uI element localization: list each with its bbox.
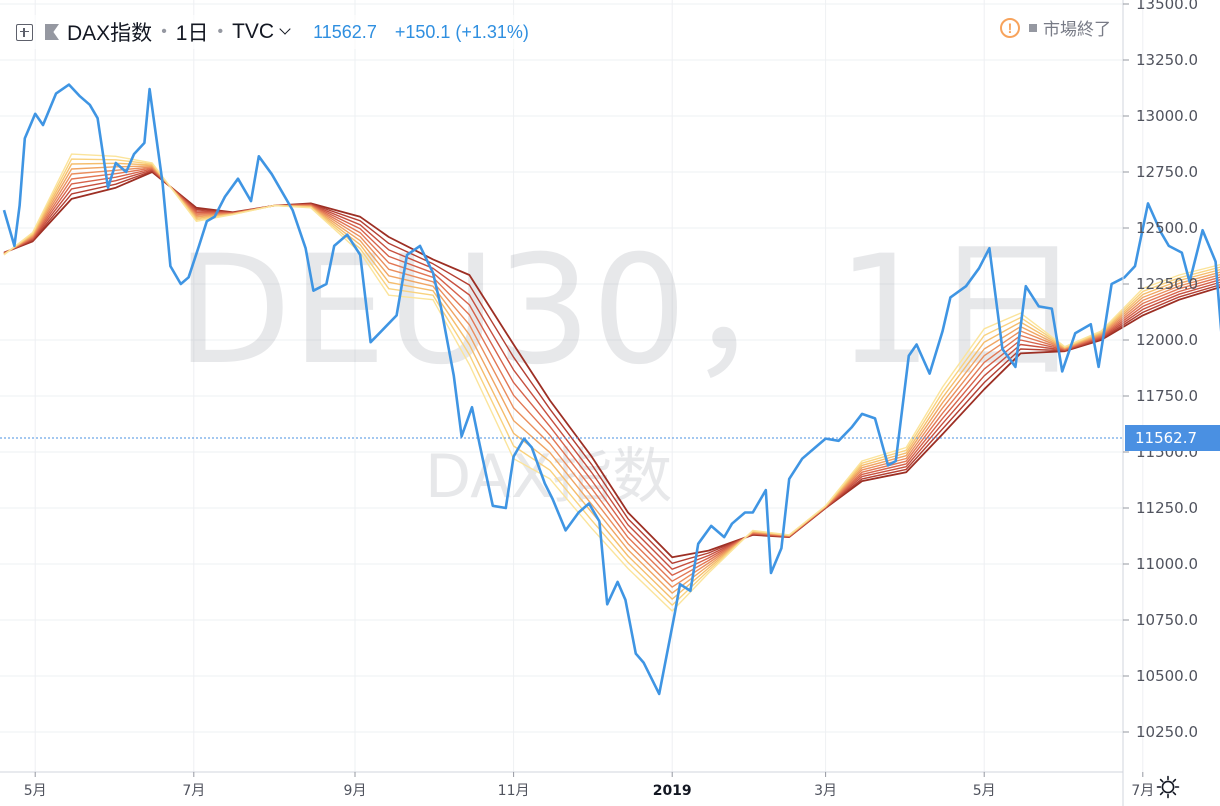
ribbon-line-10 bbox=[3, 171, 1220, 559]
chevron-down-icon[interactable] bbox=[279, 23, 291, 35]
ribbon-line-9 bbox=[3, 170, 1220, 564]
y-tick-label: 10500.0 bbox=[1136, 667, 1198, 685]
legend-source[interactable]: TVC bbox=[232, 20, 275, 43]
collapse-legend-icon[interactable] bbox=[16, 23, 33, 41]
legend-change: +150.1 (+1.31%) bbox=[394, 21, 529, 42]
x-tick-label: 11月 bbox=[498, 783, 530, 799]
y-tick-label: 12750.0 bbox=[1136, 163, 1198, 181]
y-tick-label: 13250.0 bbox=[1136, 51, 1198, 69]
warning-icon[interactable]: ! bbox=[1000, 17, 1020, 38]
legend-symbol[interactable]: DAX指数 bbox=[67, 22, 153, 45]
ribbon-line-8 bbox=[3, 169, 1220, 570]
legend-interval[interactable]: 1日 bbox=[175, 22, 209, 45]
y-tick-label: 11000.0 bbox=[1136, 555, 1198, 573]
y-tick-label: 10750.0 bbox=[1136, 611, 1198, 629]
price-axis[interactable]: 13500.0 13250.0 13000.0 12750.0 12500.0 12250… bbox=[1123, 0, 1198, 741]
watermark-name: DAX指数 bbox=[425, 442, 672, 512]
legend-separator: • bbox=[161, 23, 167, 40]
x-tick-label: 2019 bbox=[653, 783, 692, 799]
market-closed-icon bbox=[1029, 23, 1037, 32]
legend-separator: • bbox=[217, 23, 224, 40]
gear-icon[interactable] bbox=[1155, 774, 1181, 800]
legend: DAX指数 • 1日 • TVC 11562.7 +150.1 (+1.31%) bbox=[16, 15, 529, 49]
last-price-label: 11562.7 bbox=[1125, 425, 1220, 451]
time-axis[interactable]: 5月7月9月11月20193月5月7月2 bbox=[24, 772, 1220, 799]
y-tick-label: 12500.0 bbox=[1136, 219, 1198, 237]
market-status: ! 市場終了 bbox=[1000, 15, 1111, 40]
market-status-text: 市場終了 bbox=[1043, 20, 1111, 39]
ema-ribbon bbox=[3, 153, 1220, 612]
x-tick-label: 5月 bbox=[973, 783, 996, 799]
ribbon-line-3 bbox=[3, 162, 1220, 600]
x-tick-label: 7月 bbox=[182, 783, 205, 799]
y-tick-label: 13000.0 bbox=[1136, 107, 1198, 125]
price-line bbox=[2, 83, 1220, 696]
x-tick-label: 3月 bbox=[814, 783, 837, 799]
ribbon-line-5 bbox=[3, 166, 1220, 588]
legend-last-value: 11562.7 bbox=[313, 21, 377, 42]
watermark: DEU30，1日 DAX指数 bbox=[176, 224, 1082, 512]
x-tick-label: 5月 bbox=[24, 783, 47, 799]
y-tick-label: 12000.0 bbox=[1136, 331, 1198, 349]
y-tick-label: 12250.0 bbox=[1136, 275, 1198, 293]
y-tick-label: 11750.0 bbox=[1136, 387, 1198, 405]
x-tick-label: 9月 bbox=[344, 783, 367, 799]
flag-icon[interactable] bbox=[45, 24, 59, 40]
price-series bbox=[2, 83, 1220, 696]
ribbon-line-6 bbox=[3, 167, 1220, 582]
ribbon-line-7 bbox=[3, 168, 1220, 576]
ribbon-line-2 bbox=[3, 158, 1220, 606]
chart-grid bbox=[0, 0, 1144, 772]
y-tick-label: 11250.0 bbox=[1136, 499, 1198, 517]
y-tick-label: 13500.0 bbox=[1136, 0, 1198, 13]
ribbon-line-4 bbox=[3, 165, 1220, 594]
x-tick-label: 7月 bbox=[1131, 783, 1154, 799]
y-tick-label: 10250.0 bbox=[1136, 723, 1198, 741]
